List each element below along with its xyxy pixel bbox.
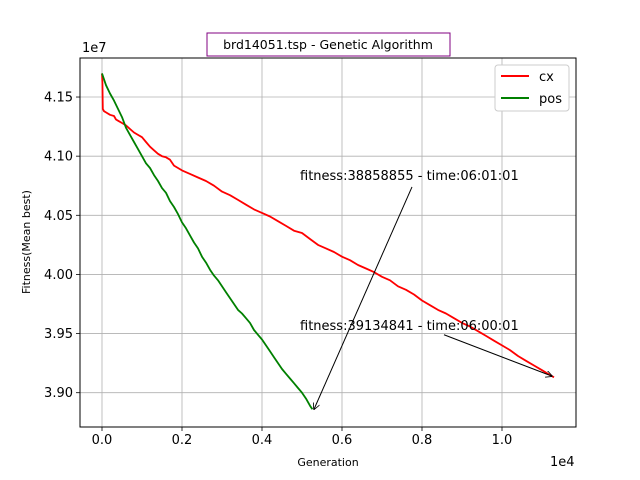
y-tick-label: 3.95 — [44, 327, 73, 342]
annotation-label: fitness:38858855 - time:06:01:01 — [300, 169, 519, 184]
chart-title: brd14051.tsp - Genetic Algorithm — [223, 37, 433, 52]
series-line-cx — [101, 73, 555, 379]
y-tick-label: 4.10 — [44, 150, 73, 165]
annotation-arrow — [443, 334, 552, 376]
y-axis-label: Fitness(Mean best) — [20, 190, 33, 294]
series-line-pos — [101, 73, 314, 410]
y-tick-label: 4.15 — [44, 91, 73, 106]
x-tick-label: 0.4 — [252, 433, 273, 448]
annotation-label: fitness:39134841 - time:06:00:01 — [300, 319, 519, 334]
axis-ticks: 0.0 0.2 0.4 0.6 0.8 1.0 3.90 3.95 4.00 4.05 4.10 4.… — [44, 91, 512, 448]
x-multiplier-label: 1e4 — [550, 455, 575, 470]
y-tick-label: 4.05 — [44, 209, 73, 224]
x-tick-label: 0.2 — [172, 433, 193, 448]
x-tick-label: 0.0 — [92, 433, 113, 448]
legend-label-cx: cx — [539, 70, 554, 85]
grid-lines — [80, 58, 576, 427]
y-tick-label: 4.00 — [44, 268, 73, 283]
y-multiplier-label: 1e7 — [82, 41, 107, 56]
annotation-arrow — [314, 186, 413, 409]
y-tick-label: 3.90 — [44, 386, 73, 401]
axes-frame — [79, 57, 577, 428]
x-tick-label: 0.6 — [332, 433, 353, 448]
x-tick-label: 1.0 — [492, 433, 513, 448]
legend-label-pos: pos — [539, 92, 562, 107]
legend: cx pos — [494, 64, 570, 112]
x-axis-label: Generation — [297, 456, 358, 469]
title-box-border — [206, 32, 451, 57]
plot-lines — [101, 73, 555, 410]
annotations: fitness:38858855 - time:06:01:01 fitness:… — [300, 169, 552, 409]
chart-title-box: brd14051.tsp - Genetic Algorithm — [206, 32, 451, 57]
x-tick-label: 0.8 — [412, 433, 433, 448]
